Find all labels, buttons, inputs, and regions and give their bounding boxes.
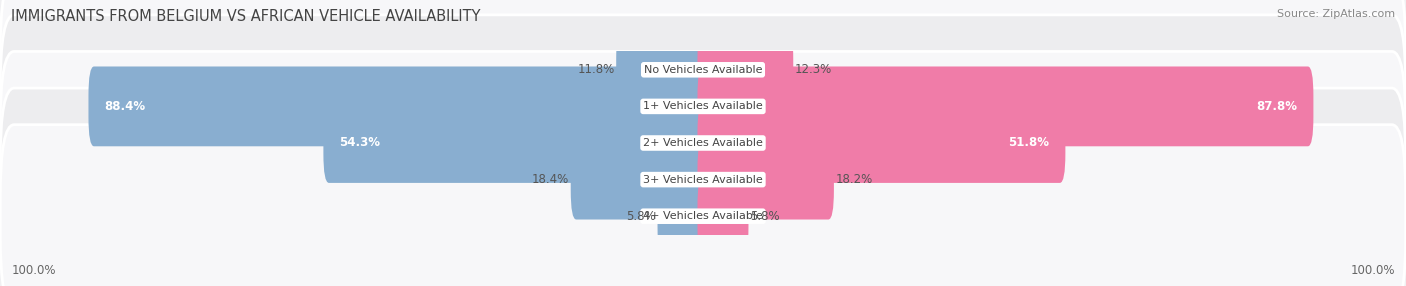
Text: IMMIGRANTS FROM BELGIUM VS AFRICAN VEHICLE AVAILABILITY: IMMIGRANTS FROM BELGIUM VS AFRICAN VEHIC… [11,9,481,23]
FancyBboxPatch shape [697,30,793,110]
FancyBboxPatch shape [0,51,1406,235]
Text: 2+ Vehicles Available: 2+ Vehicles Available [643,138,763,148]
FancyBboxPatch shape [697,140,834,220]
Text: No Vehicles Available: No Vehicles Available [644,65,762,75]
Text: 4+ Vehicles Available: 4+ Vehicles Available [643,211,763,221]
Text: Source: ZipAtlas.com: Source: ZipAtlas.com [1277,9,1395,19]
FancyBboxPatch shape [0,125,1406,286]
Text: 5.8%: 5.8% [749,210,779,223]
Text: 1+ Vehicles Available: 1+ Vehicles Available [643,102,763,111]
FancyBboxPatch shape [89,66,709,146]
FancyBboxPatch shape [0,88,1406,271]
Text: 87.8%: 87.8% [1257,100,1298,113]
Text: 12.3%: 12.3% [794,63,832,76]
FancyBboxPatch shape [0,15,1406,198]
Text: 5.8%: 5.8% [627,210,657,223]
FancyBboxPatch shape [323,103,709,183]
Text: 3+ Vehicles Available: 3+ Vehicles Available [643,175,763,184]
FancyBboxPatch shape [0,0,1406,161]
FancyBboxPatch shape [697,103,1066,183]
FancyBboxPatch shape [697,66,1313,146]
FancyBboxPatch shape [616,30,709,110]
Text: 11.8%: 11.8% [578,63,614,76]
FancyBboxPatch shape [658,176,709,256]
Text: 18.2%: 18.2% [835,173,873,186]
Text: 54.3%: 54.3% [339,136,380,150]
FancyBboxPatch shape [697,176,748,256]
FancyBboxPatch shape [571,140,709,220]
Text: 88.4%: 88.4% [104,100,145,113]
Text: 18.4%: 18.4% [531,173,569,186]
Text: 51.8%: 51.8% [1008,136,1049,150]
Text: 100.0%: 100.0% [1350,265,1395,277]
Text: 100.0%: 100.0% [11,265,56,277]
